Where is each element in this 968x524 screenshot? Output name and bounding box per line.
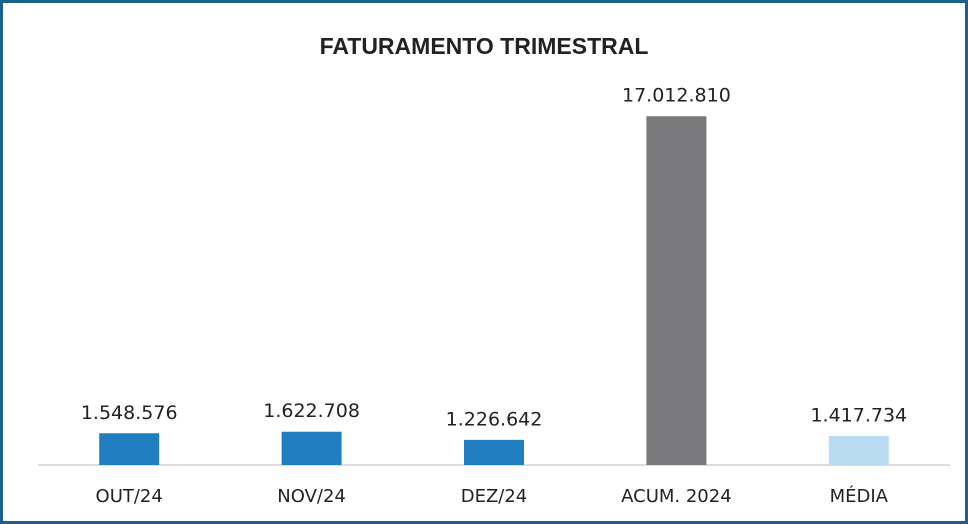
value-label: 17.012.810 bbox=[622, 85, 731, 107]
value-label: 1.548.576 bbox=[81, 402, 178, 424]
value-label: 1.417.734 bbox=[810, 404, 907, 426]
x-tick-label: NOV/24 bbox=[277, 486, 346, 507]
value-label: 1.226.642 bbox=[446, 408, 543, 430]
x-tick-label: OUT/24 bbox=[96, 486, 163, 507]
x-tick-label: MÉDIA bbox=[830, 485, 889, 507]
bar bbox=[828, 435, 889, 465]
bar bbox=[99, 433, 160, 465]
bar bbox=[281, 431, 342, 465]
chart-title: FATURAMENTO TRIMESTRAL bbox=[320, 33, 649, 59]
x-tick-label: DEZ/24 bbox=[461, 486, 528, 507]
bar bbox=[646, 116, 707, 465]
value-label: 1.622.708 bbox=[263, 400, 360, 422]
bar bbox=[464, 439, 524, 465]
x-tick-label: ACUM. 2024 bbox=[621, 486, 732, 507]
